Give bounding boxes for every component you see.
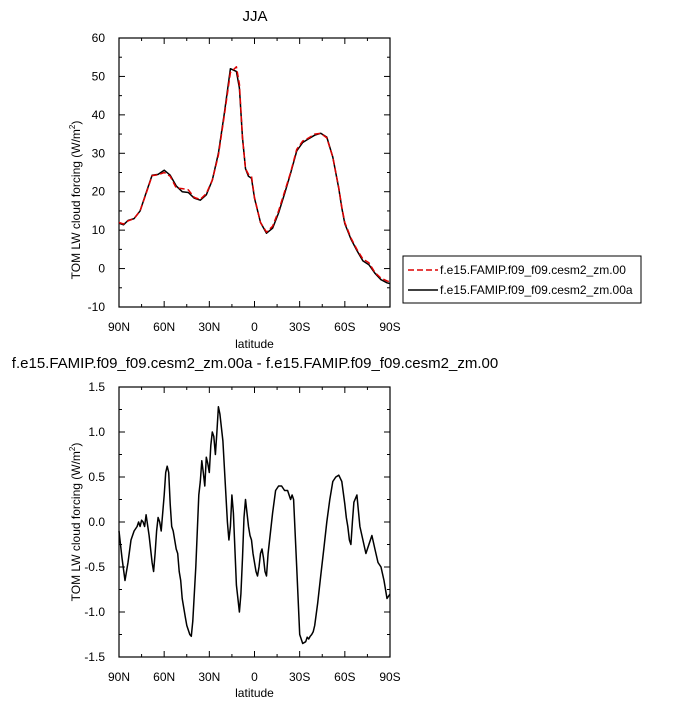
legend: f.e15.FAMIP.f09_f09.cesm2_zm.00 f.e15.FA… <box>402 255 642 304</box>
top-series-line-0 <box>118 66 391 283</box>
top-ytick-label: 40 <box>92 108 106 122</box>
top-xtick-label: 30S <box>289 320 310 334</box>
top-ylabel-superscript: 2 <box>68 124 77 129</box>
top-xtick-label: 90N <box>108 320 130 334</box>
top-tick-group: 90N 60N 30N 0 30S 60S 90S 60 50 40 30 20 10 0 -10 latit… <box>88 31 401 351</box>
top-ytick-label: 30 <box>92 146 106 160</box>
legend-label-series-00a: f.e15.FAMIP.f09_f09.cesm2_zm.00a <box>440 283 633 297</box>
top-panel: JJA 90N 60N 30N 0 30S 60S 90S 60 50 40 30 20 10 0 -10 l… <box>68 8 642 351</box>
bottom-series-line-0 <box>118 406 391 645</box>
bottom-ytick-label: -1.0 <box>84 605 105 619</box>
bottom-ytick-label: 1.0 <box>88 425 105 439</box>
bottom-ytick-label: -0.5 <box>84 560 105 574</box>
top-ytick-label: 0 <box>98 262 105 276</box>
top-series-line-1 <box>118 67 391 285</box>
legend-box <box>402 255 642 304</box>
bottom-ylabel-close: ) <box>69 443 83 447</box>
bottom-ylabel-main: TOM LW cloud forcing (W/m <box>69 451 83 601</box>
bottom-ytick-label: 0.0 <box>88 515 105 529</box>
top-ylabel: TOM LW cloud forcing (W/m2) <box>68 121 83 280</box>
bottom-ytick-label: -1.5 <box>84 650 105 664</box>
top-ylabel-close: ) <box>69 121 83 125</box>
bottom-panel: f.e15.FAMIP.f09_f09.cesm2_zm.00a - f.e15… <box>12 355 498 700</box>
bottom-ylabel: TOM LW cloud forcing (W/m2) <box>68 443 83 602</box>
top-ytick-label: -10 <box>88 300 106 314</box>
legend-label-series-00: f.e15.FAMIP.f09_f09.cesm2_zm.00 <box>440 263 626 277</box>
bottom-xtick-label: 60S <box>334 670 355 684</box>
top-ylabel-main: TOM LW cloud forcing (W/m <box>69 129 83 279</box>
bottom-xtick-label: 90S <box>379 670 400 684</box>
bottom-ylabel-superscript: 2 <box>68 446 77 451</box>
bottom-ytick-label: 1.5 <box>88 380 105 394</box>
bottom-xtick-label: 0 <box>251 670 258 684</box>
top-xtick-label: 0 <box>251 320 258 334</box>
bottom-ytick-label: 0.5 <box>88 470 105 484</box>
top-ytick-label: 10 <box>92 223 106 237</box>
bottom-xtick-label: 30S <box>289 670 310 684</box>
top-series-group <box>118 66 391 285</box>
bottom-tick-group: 90N 60N 30N 0 30S 60S 90S 1.5 1.0 0.5 0.0 -0.5 -1.0 -… <box>84 380 400 700</box>
top-xtick-label: 60S <box>334 320 355 334</box>
top-xtick-label: 60N <box>153 320 175 334</box>
top-xtick-label: 90S <box>379 320 400 334</box>
bottom-xtick-label: 90N <box>108 670 130 684</box>
top-xtick-label: 30N <box>198 320 220 334</box>
bottom-xlabel: latitude <box>235 686 274 700</box>
top-ytick-label: 60 <box>92 31 106 45</box>
top-ytick-label: 50 <box>92 69 106 83</box>
bottom-chart-title: f.e15.FAMIP.f09_f09.cesm2_zm.00a - f.e15… <box>12 355 498 372</box>
top-ytick-label: 20 <box>92 185 106 199</box>
bottom-xtick-label: 60N <box>153 670 175 684</box>
top-xlabel: latitude <box>235 337 274 351</box>
bottom-series-group <box>118 406 391 645</box>
top-chart-title: JJA <box>242 8 267 25</box>
bottom-xtick-label: 30N <box>198 670 220 684</box>
